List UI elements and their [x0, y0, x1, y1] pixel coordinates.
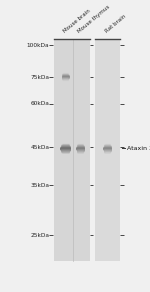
Bar	[95, 39, 120, 261]
Text: Mouse thymus: Mouse thymus	[77, 4, 111, 34]
Text: 35kDa: 35kDa	[30, 183, 50, 188]
Text: Ataxin 3: Ataxin 3	[127, 146, 150, 151]
Bar	[54, 39, 90, 261]
Text: 100kDa: 100kDa	[27, 43, 50, 48]
Text: Mouse brain: Mouse brain	[62, 8, 91, 34]
Text: 45kDa: 45kDa	[30, 145, 50, 150]
Text: Rat brain: Rat brain	[104, 13, 127, 34]
Text: 75kDa: 75kDa	[30, 75, 50, 80]
Text: 25kDa: 25kDa	[30, 232, 50, 238]
Text: 60kDa: 60kDa	[31, 101, 50, 106]
